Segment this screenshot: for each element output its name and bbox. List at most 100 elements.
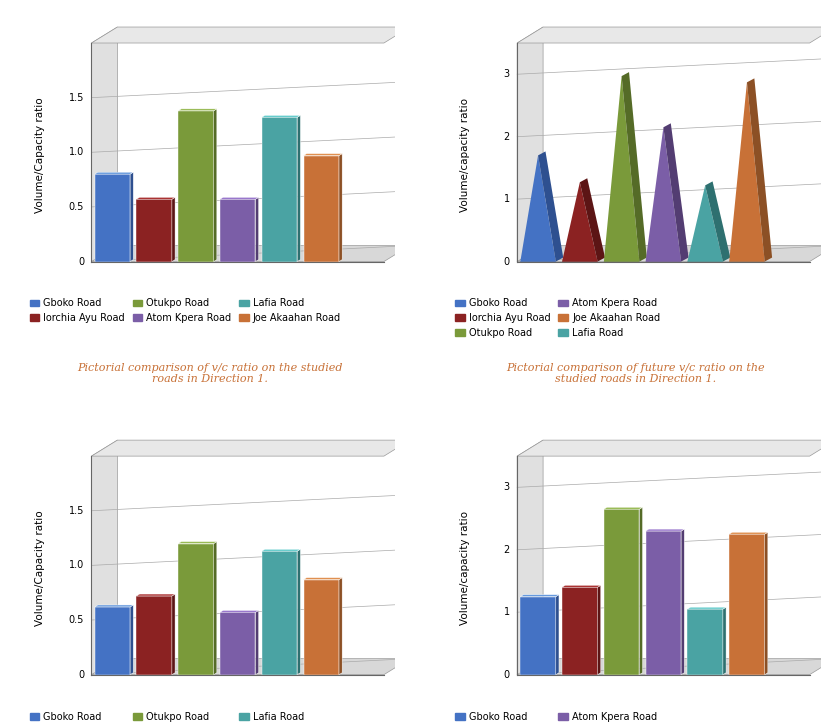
Polygon shape bbox=[297, 116, 300, 262]
Polygon shape bbox=[262, 549, 300, 551]
Polygon shape bbox=[255, 610, 258, 675]
Polygon shape bbox=[171, 594, 175, 675]
Polygon shape bbox=[520, 258, 555, 262]
Polygon shape bbox=[517, 246, 828, 262]
Text: Volume/Capacity ratio: Volume/Capacity ratio bbox=[35, 97, 45, 213]
Polygon shape bbox=[137, 596, 171, 675]
Polygon shape bbox=[705, 181, 729, 262]
Text: 1.0: 1.0 bbox=[69, 560, 84, 570]
Polygon shape bbox=[339, 153, 342, 262]
Polygon shape bbox=[561, 182, 597, 262]
Legend: Gboko Road, Iorchia Ayu Road, Otukpo Road, Atom Kpera Road, Joe Akaahan Road, La: Gboko Road, Iorchia Ayu Road, Otukpo Roa… bbox=[455, 299, 659, 338]
Polygon shape bbox=[597, 586, 600, 675]
Polygon shape bbox=[686, 185, 722, 262]
Polygon shape bbox=[303, 578, 342, 580]
Text: Volume/capacity ratio: Volume/capacity ratio bbox=[460, 511, 469, 625]
Text: 1.5: 1.5 bbox=[69, 93, 84, 103]
Polygon shape bbox=[262, 551, 297, 675]
Polygon shape bbox=[339, 578, 342, 675]
Polygon shape bbox=[645, 529, 683, 531]
Polygon shape bbox=[94, 607, 130, 675]
Polygon shape bbox=[219, 197, 258, 200]
Polygon shape bbox=[645, 127, 681, 262]
Text: 2: 2 bbox=[503, 544, 509, 555]
Polygon shape bbox=[137, 197, 175, 200]
Text: 0.5: 0.5 bbox=[69, 615, 84, 625]
Text: Pictorial comparison of future v/c ratio on the
studied roads in Direction 1.: Pictorial comparison of future v/c ratio… bbox=[506, 363, 764, 385]
Text: Pictorial comparison of v/c ratio on the studied
roads in Direction 1.: Pictorial comparison of v/c ratio on the… bbox=[77, 363, 342, 385]
Polygon shape bbox=[91, 246, 409, 262]
Text: 1: 1 bbox=[503, 194, 509, 204]
Text: 0: 0 bbox=[78, 669, 84, 680]
Polygon shape bbox=[303, 153, 342, 155]
Polygon shape bbox=[561, 258, 597, 262]
Polygon shape bbox=[178, 111, 214, 262]
Polygon shape bbox=[579, 179, 604, 262]
Polygon shape bbox=[137, 594, 175, 596]
Polygon shape bbox=[603, 509, 638, 675]
Polygon shape bbox=[91, 440, 118, 675]
Text: 0.5: 0.5 bbox=[69, 202, 84, 212]
Polygon shape bbox=[178, 109, 217, 111]
Polygon shape bbox=[214, 542, 217, 675]
Polygon shape bbox=[130, 172, 133, 262]
Polygon shape bbox=[729, 534, 763, 675]
Polygon shape bbox=[746, 78, 771, 262]
Text: Volume/capacity ratio: Volume/capacity ratio bbox=[460, 98, 469, 212]
Polygon shape bbox=[603, 76, 638, 262]
Polygon shape bbox=[729, 532, 767, 534]
Polygon shape bbox=[520, 596, 555, 675]
Polygon shape bbox=[517, 440, 828, 456]
Polygon shape bbox=[645, 531, 681, 675]
Polygon shape bbox=[517, 440, 542, 675]
Polygon shape bbox=[219, 612, 255, 675]
Polygon shape bbox=[171, 197, 175, 262]
Polygon shape bbox=[255, 197, 258, 262]
Polygon shape bbox=[686, 258, 722, 262]
Polygon shape bbox=[219, 610, 258, 612]
Legend: Gboko Road, Iorchia Ayu Road, Otukpo Road, Atom Kpera Road, Lafia Road, Joe Akaa: Gboko Road, Iorchia Ayu Road, Otukpo Roa… bbox=[30, 299, 340, 323]
Polygon shape bbox=[686, 607, 725, 609]
Text: 1.0: 1.0 bbox=[69, 147, 84, 158]
Polygon shape bbox=[638, 508, 642, 675]
Text: Volume/Capacity ratio: Volume/Capacity ratio bbox=[35, 510, 45, 626]
Polygon shape bbox=[603, 258, 638, 262]
Polygon shape bbox=[262, 116, 300, 117]
Polygon shape bbox=[561, 586, 600, 587]
Polygon shape bbox=[729, 82, 763, 262]
Polygon shape bbox=[555, 594, 558, 675]
Polygon shape bbox=[561, 587, 597, 675]
Polygon shape bbox=[303, 580, 339, 675]
Polygon shape bbox=[662, 124, 688, 262]
Polygon shape bbox=[681, 529, 683, 675]
Polygon shape bbox=[178, 542, 217, 544]
Text: 3: 3 bbox=[503, 482, 509, 492]
Text: 0: 0 bbox=[78, 257, 84, 267]
Polygon shape bbox=[603, 508, 642, 509]
Text: 0: 0 bbox=[503, 257, 509, 267]
Polygon shape bbox=[645, 258, 681, 262]
Polygon shape bbox=[722, 607, 725, 675]
Polygon shape bbox=[517, 27, 828, 43]
Polygon shape bbox=[94, 605, 133, 607]
Polygon shape bbox=[686, 609, 722, 675]
Polygon shape bbox=[297, 549, 300, 675]
Polygon shape bbox=[520, 155, 555, 262]
Polygon shape bbox=[91, 27, 409, 43]
Polygon shape bbox=[137, 200, 171, 262]
Polygon shape bbox=[520, 594, 558, 596]
Polygon shape bbox=[517, 27, 542, 262]
Polygon shape bbox=[729, 258, 763, 262]
Polygon shape bbox=[303, 155, 339, 262]
Text: 2: 2 bbox=[503, 132, 509, 142]
Polygon shape bbox=[91, 440, 409, 456]
Polygon shape bbox=[130, 605, 133, 675]
Polygon shape bbox=[517, 659, 828, 675]
Polygon shape bbox=[262, 117, 297, 262]
Polygon shape bbox=[219, 200, 255, 262]
Polygon shape bbox=[94, 174, 130, 262]
Polygon shape bbox=[91, 659, 409, 675]
Polygon shape bbox=[94, 172, 133, 174]
Text: 1.5: 1.5 bbox=[69, 506, 84, 515]
Polygon shape bbox=[91, 27, 118, 262]
